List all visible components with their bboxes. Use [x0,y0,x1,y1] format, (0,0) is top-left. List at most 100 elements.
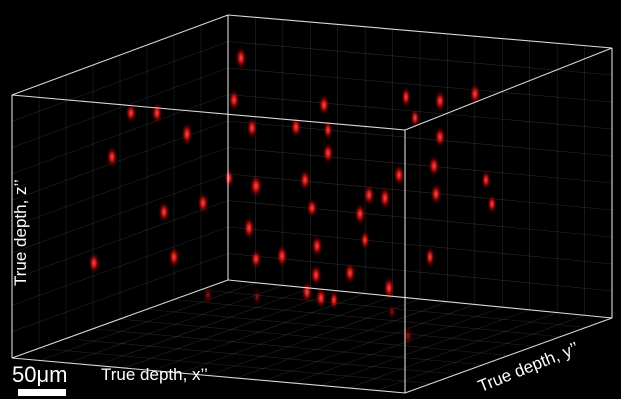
fluorescent-spot [168,246,180,268]
grid-lines [11,17,613,391]
grid-line [227,173,613,211]
fluorescent-spot [344,262,356,284]
bounding-box [11,14,613,394]
grid-line [227,41,613,76]
fluorescent-spot [249,174,263,198]
fluorescent-spot [354,203,366,225]
grid-line [11,253,229,332]
z-axis-label: True depth, z’’ [11,179,30,286]
box-edge [11,279,229,359]
fluorescent-spot [315,287,327,309]
grid-line [11,200,229,280]
fluorescent-spot [306,198,318,218]
grid-line [348,312,558,389]
grid-line [119,318,509,356]
fluorescent-spot [487,194,497,214]
fluorescent-spot [402,324,414,348]
box-edge [404,317,613,394]
fluorescent-spot [363,184,375,206]
grid-line [65,338,457,375]
fluorescent-spot [246,117,258,139]
box-edge [404,47,613,131]
box-edge [11,14,229,96]
fluorescent-spot [481,170,491,190]
grid-line [92,328,483,366]
grid-line [11,173,229,254]
grid-line [11,226,229,306]
fluorescent-spot [401,86,411,108]
fluorescent-spot [106,146,118,168]
fluorescent-spot [430,183,442,205]
grid-line [96,287,311,366]
grid-line [180,296,393,374]
fluorescent-spot [434,90,446,112]
fluorescent-spots [88,46,497,348]
fluorescent-spot [323,120,333,140]
fluorescent-spot [299,169,311,191]
grid-line [39,282,256,361]
grid-line [208,298,421,376]
fluorescent-spot [360,230,370,250]
grid-line [11,67,229,148]
fluorescent-spot [276,244,288,268]
fluorescent-spot [252,287,262,307]
fluorescent-spot [410,108,420,128]
grid-line [146,308,535,347]
grid-line [292,306,503,384]
fluorescent-spot [151,102,163,124]
grid-line [320,309,530,386]
grid-line [11,41,229,122]
fluorescent-spot [243,216,255,240]
fluorescent-spot [425,246,435,268]
fluorescent-spot [88,252,100,274]
grid-line [236,301,448,379]
grid-line [38,347,431,384]
scale-bar-label: 50μm [12,362,68,387]
scale-bar [18,389,66,396]
fluorescent-spot [301,281,313,303]
fluorescent-spot [125,103,137,123]
fluorescent-spot [235,46,247,70]
fluorescent-spot [428,155,440,177]
fluorescent-spot [290,116,302,138]
grid-line [173,299,561,338]
box-edge [11,94,406,131]
fluorescent-spot [197,192,209,214]
grid-line [227,226,613,265]
fluorescent-spot [383,276,395,300]
fluorescent-spot [224,168,234,188]
fluorescent-spot [329,290,339,310]
grid-line [227,67,613,103]
box-edge [11,357,406,394]
fluorescent-spot [434,126,446,148]
grid-line [227,147,613,184]
fluorescent-spot [250,249,262,269]
box-edge [227,279,613,319]
fluorescent-spot [202,284,214,306]
box-edge [227,14,613,49]
fluorescent-spot [469,83,481,105]
fluorescent-spot [181,122,193,146]
grid-line [264,304,475,381]
grid-line [11,147,229,227]
fluorescent-spot [379,186,391,210]
fluorescent-spot [228,89,240,111]
grid-line [227,200,613,238]
fluorescent-spot [387,303,397,321]
grid-line [152,293,366,371]
grid-line [376,315,585,391]
grid-line [11,94,229,175]
grid-line [124,290,338,369]
grid-line [227,253,613,292]
grid-line [68,285,283,364]
fluorescent-spot [310,264,322,286]
fluorescent-spot [322,142,334,164]
x-axis-label: True depth, x’’ [101,365,208,384]
grid-line [227,94,613,130]
fluorescent-spot [318,94,330,116]
fluorescent-spot [393,164,405,186]
fluorescent-spot [158,201,170,223]
fluorescent-spot [311,235,323,257]
